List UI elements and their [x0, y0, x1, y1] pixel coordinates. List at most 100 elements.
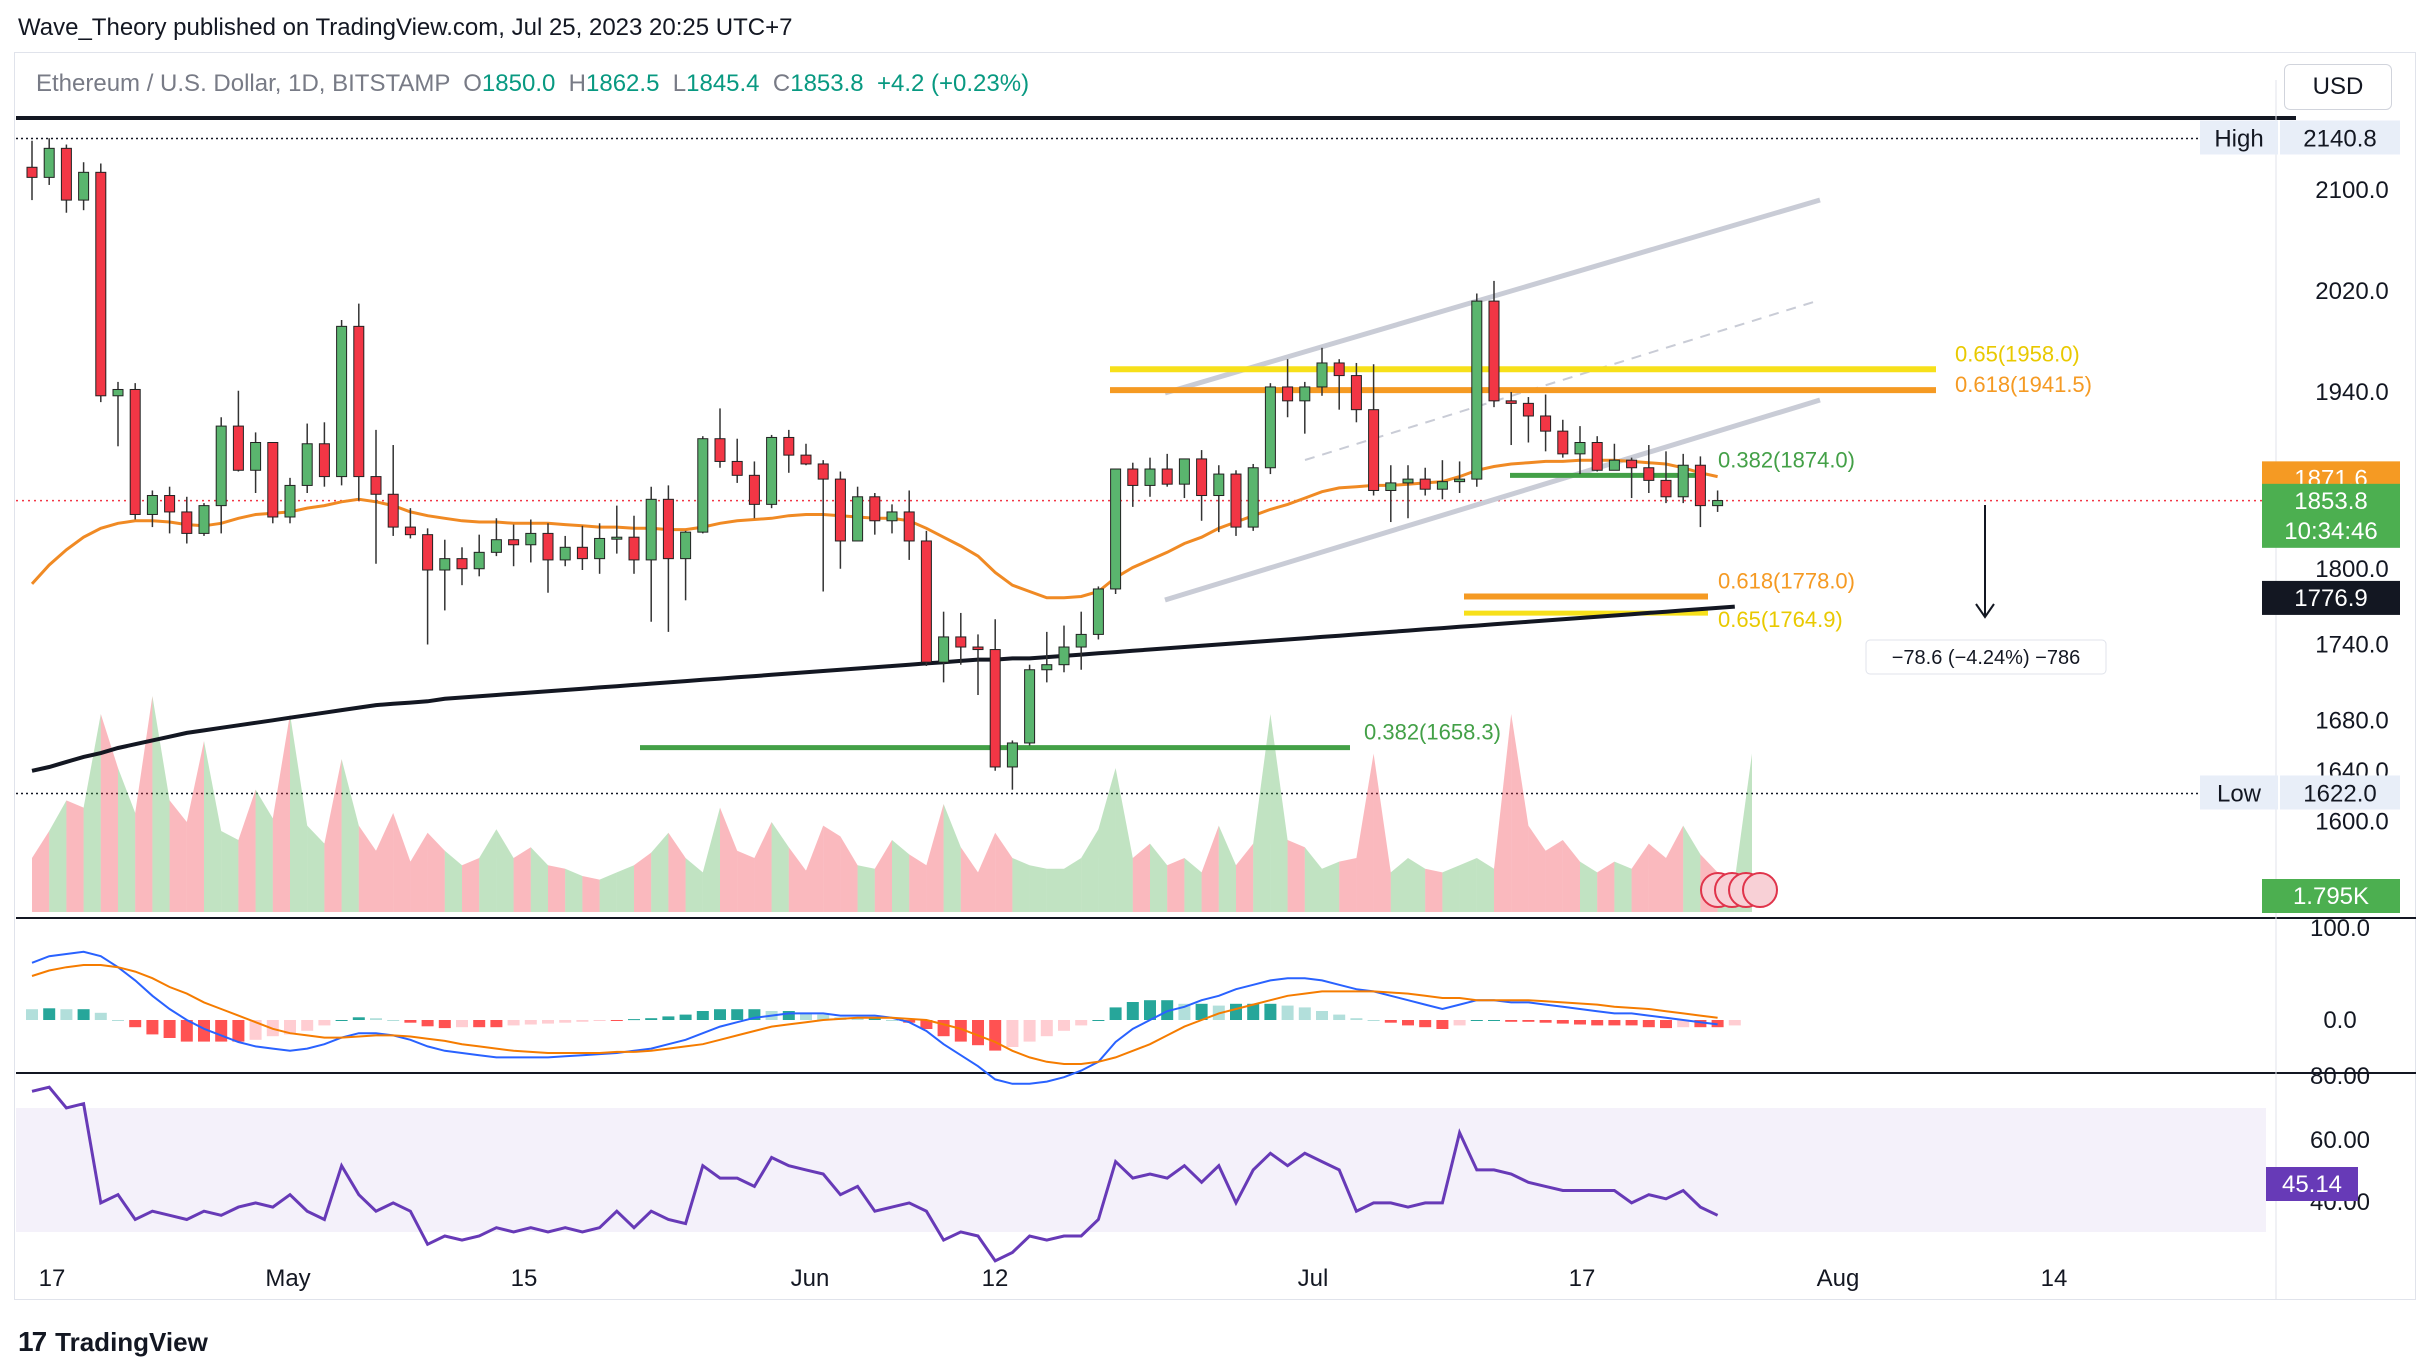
measure-label-box — [1865, 639, 2107, 675]
volume-area-segment — [651, 832, 669, 912]
rsi-line — [31, 1085, 1719, 1263]
tradingview-logo-icon: 17 — [18, 1326, 47, 1357]
currency-button[interactable]: USD — [2284, 64, 2392, 110]
volume-area-segment — [221, 831, 239, 912]
volume-area-segment — [1287, 840, 1305, 912]
volume-area-segment — [840, 836, 858, 912]
candle-body — [1677, 464, 1689, 498]
volume-area-segment — [152, 696, 170, 912]
price-label-box — [2262, 483, 2400, 548]
volume-area-segment — [702, 807, 720, 912]
high-value: 1862.5 — [586, 70, 660, 97]
low-value-label: 1622.0 — [2303, 780, 2376, 807]
macd-histogram-bar — [1144, 1000, 1156, 1020]
price-label-value: 1776.9 — [2294, 585, 2367, 612]
time-tick-label: 17 — [1569, 1265, 1596, 1292]
candle-body — [508, 539, 520, 546]
candle-body — [869, 496, 881, 522]
volume-area-segment — [1666, 825, 1684, 912]
volume-area-segment — [1029, 865, 1047, 912]
price-tick-label: 1940.0 — [2315, 379, 2388, 406]
macd-histogram-bar — [26, 1009, 38, 1020]
candle-body — [301, 443, 313, 486]
low-value-box — [2280, 775, 2400, 810]
macd-histogram-bar — [593, 1020, 606, 1021]
macd-histogram-bar — [1058, 1020, 1070, 1031]
chart-frame[interactable] — [14, 52, 2416, 1300]
macd-histogram-bar — [387, 1020, 400, 1021]
footer-logo[interactable]: 17 TradingView — [18, 1326, 208, 1358]
volume-area-segment — [32, 831, 50, 912]
volume-area-segment — [324, 759, 342, 912]
volume-area-segment — [668, 832, 686, 912]
fib-level-label: 0.382(1874.0) — [1718, 447, 1855, 472]
volume-area-segment — [1132, 843, 1150, 912]
volume-area-segment — [788, 847, 806, 912]
candle-body — [284, 484, 296, 518]
volume-area-segment — [1631, 843, 1649, 912]
price-label-box — [2262, 580, 2400, 615]
volume-area-segment — [1201, 825, 1219, 912]
volume-area-segment — [1442, 865, 1460, 912]
macd-histogram-bar — [1350, 1018, 1363, 1020]
volume-area-segment — [1150, 843, 1168, 912]
fib-level-label: 0.618(1941.5) — [1955, 372, 2092, 397]
macd-histogram-bar — [438, 1020, 451, 1029]
macd-histogram-bar — [335, 1020, 348, 1021]
candle-body — [1092, 588, 1104, 635]
candle-body — [1368, 409, 1380, 491]
candle-body — [1299, 386, 1311, 402]
time-tick-label: Jun — [791, 1265, 830, 1292]
candle-body — [1264, 386, 1276, 469]
volume-area-segment — [943, 804, 961, 912]
volume-area-segment — [1081, 829, 1099, 912]
candle-body — [26, 166, 38, 178]
volume-area-segment — [1356, 753, 1374, 912]
price-tick-label: 1800.0 — [2315, 556, 2388, 583]
price-label-countdown: 10:34:46 — [2284, 518, 2377, 545]
volume-area-segment — [66, 800, 84, 912]
candle-body — [525, 532, 537, 546]
macd-histogram-bar — [1195, 1003, 1208, 1020]
macd-histogram-bar — [1574, 1020, 1586, 1025]
candle-body — [1282, 386, 1294, 402]
volume-area-segment — [169, 800, 187, 912]
macd-histogram-bar — [731, 1009, 744, 1020]
volume-area-segment — [410, 832, 428, 912]
close-label: C — [772, 70, 791, 97]
candle-body — [697, 438, 709, 533]
macd-histogram-bar — [318, 1020, 331, 1026]
macd-histogram-bar — [817, 1014, 830, 1020]
macd-histogram-bar — [1470, 1020, 1483, 1021]
volume-area-segment — [754, 822, 772, 912]
fib-level-label: 0.65(1764.9) — [1718, 607, 1843, 632]
volume-area-segment — [341, 759, 359, 912]
volume-area-segment — [1339, 858, 1357, 912]
attribution-header: Wave_Theory published on TradingView.com… — [18, 14, 793, 41]
macd-histogram-bar — [1230, 1003, 1242, 1020]
macd-histogram-bar — [1419, 1020, 1432, 1028]
macd-tick-label: 0.0 — [2323, 1007, 2356, 1034]
candle-body — [78, 171, 90, 201]
volume-area-segment — [1597, 861, 1615, 912]
volume-area-segment — [685, 858, 703, 912]
macd-histogram-bar — [1556, 1020, 1569, 1024]
candle-body — [1006, 742, 1018, 768]
candle-body — [1557, 430, 1569, 455]
high-tag-box — [2200, 120, 2278, 155]
volume-area-segment — [1511, 714, 1529, 912]
candle-body — [680, 531, 692, 560]
candle-body — [903, 511, 915, 542]
candle-body — [1643, 467, 1655, 481]
low-value: 1845.4 — [686, 70, 760, 97]
time-tick-label: 12 — [982, 1265, 1009, 1292]
candle-body — [920, 540, 932, 663]
volume-area-segment — [100, 714, 118, 912]
volume-area-segment — [857, 865, 875, 912]
open-value: 1850.0 — [481, 70, 556, 97]
time-tick-label: 15 — [511, 1265, 538, 1292]
volume-area-segment — [1184, 858, 1202, 912]
macd-histogram-bar — [1109, 1007, 1122, 1020]
macd-histogram-bar — [1316, 1011, 1328, 1020]
